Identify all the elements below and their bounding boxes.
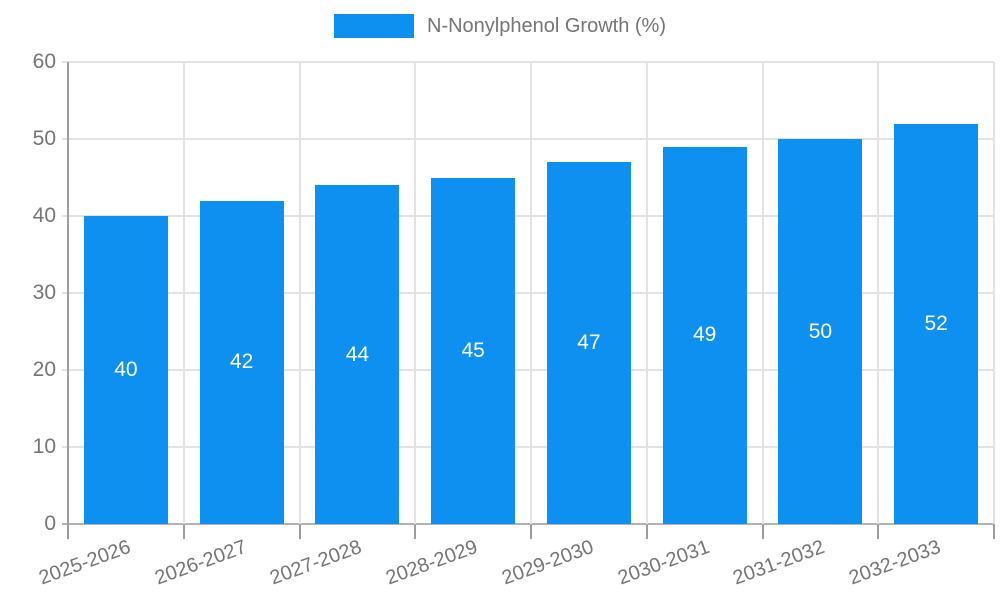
bar[interactable]: 45 [431,177,516,524]
y-axis-line [67,62,69,539]
y-axis-tick-label: 10 [32,435,56,458]
gridline [877,62,880,524]
axis-tick [761,524,764,539]
axis-tick [645,524,648,539]
y-axis-tick-label: 20 [32,358,56,381]
legend-label: N-Nonylphenol Growth (%) [427,14,666,37]
x-axis-tick-label: 2027-2028 [267,536,365,590]
gridline [62,446,994,448]
gridline [62,369,994,371]
y-axis-tick-label: 60 [32,50,56,73]
bar-value-label: 45 [461,338,485,362]
axis-tick [530,524,532,539]
bar-value-label: 52 [924,311,948,335]
x-axis-tick-label: 2026-2027 [151,536,250,590]
x-axis-tick-label: 2031-2032 [730,536,828,590]
gridline [761,62,764,524]
x-axis-tick-label: 2025-2026 [35,536,134,590]
axis-tick [877,524,880,539]
gridline [298,62,301,524]
axis-tick [182,524,185,539]
gridline [645,62,648,524]
bar[interactable]: 52 [894,123,979,524]
gridline [530,62,532,524]
bar-value-label: 49 [692,323,717,347]
bar-value-label: 50 [808,319,833,343]
axis-tick [414,524,417,539]
bar-value-label: 42 [229,350,254,374]
y-axis-tick-label: 0 [44,512,56,535]
y-axis-tick-label: 30 [32,281,56,304]
gridline [414,62,417,524]
y-axis-tick-label: 40 [32,204,56,227]
chart-legend[interactable]: N-Nonylphenol Growth (%) [0,14,1000,38]
bar-value-label: 47 [577,331,601,355]
gridline [182,62,185,524]
legend-swatch [334,14,414,38]
bar[interactable]: 40 [83,216,168,524]
axis-tick [298,524,301,539]
gridline [62,61,994,63]
x-axis-tick-label: 2030-2031 [614,536,713,590]
bar[interactable]: 42 [199,200,284,524]
axis-tick [993,524,995,539]
gridline [62,215,994,217]
x-axis-baseline [62,523,994,525]
x-axis-tick-label: 2029-2030 [498,536,597,590]
bar-value-label: 40 [114,358,138,381]
bar[interactable]: 44 [315,185,400,524]
gridline [62,138,994,140]
bar[interactable]: 47 [546,162,631,524]
gridline [993,62,995,524]
bar[interactable]: 49 [662,146,747,524]
bar-value-label: 44 [345,342,370,366]
x-axis-tick-label: 2028-2029 [383,536,481,590]
bar[interactable]: 50 [778,139,863,524]
gridline [62,292,994,294]
y-axis-tick-label: 50 [32,127,56,150]
x-axis-tick-label: 2032-2033 [846,536,944,590]
